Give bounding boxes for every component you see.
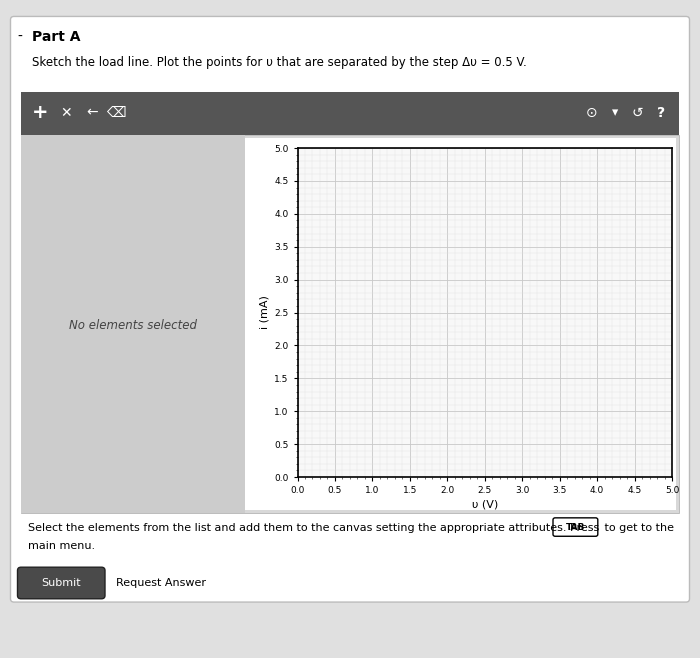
Text: main menu.: main menu. xyxy=(28,541,95,551)
Text: ✕: ✕ xyxy=(61,105,72,120)
Text: ↺: ↺ xyxy=(632,105,643,120)
Y-axis label: i (mA): i (mA) xyxy=(260,295,270,330)
X-axis label: υ (V): υ (V) xyxy=(472,499,498,509)
Text: -: - xyxy=(18,30,22,43)
FancyBboxPatch shape xyxy=(553,518,598,536)
FancyBboxPatch shape xyxy=(10,16,690,602)
Text: to get to the: to get to the xyxy=(601,523,673,533)
Text: Sketch the load line. Plot the points for υ that are separated by the step Δυ = : Sketch the load line. Plot the points fo… xyxy=(32,56,526,69)
Text: Part A: Part A xyxy=(32,30,80,43)
Text: ⊙: ⊙ xyxy=(586,105,597,120)
FancyBboxPatch shape xyxy=(21,135,679,513)
Text: Select the elements from the list and add them to the canvas setting the appropr: Select the elements from the list and ad… xyxy=(28,523,603,533)
FancyBboxPatch shape xyxy=(18,567,105,599)
FancyBboxPatch shape xyxy=(245,138,676,510)
Text: ?: ? xyxy=(657,105,665,120)
FancyBboxPatch shape xyxy=(21,92,679,135)
Text: ▾: ▾ xyxy=(612,106,617,119)
FancyBboxPatch shape xyxy=(21,135,245,513)
Text: Submit: Submit xyxy=(41,578,81,588)
Text: ⌫: ⌫ xyxy=(106,105,125,120)
Text: TAB: TAB xyxy=(566,522,585,532)
Text: +: + xyxy=(32,103,49,122)
Text: ←: ← xyxy=(87,105,98,120)
Text: Request Answer: Request Answer xyxy=(116,578,206,588)
Text: No elements selected: No elements selected xyxy=(69,319,197,332)
